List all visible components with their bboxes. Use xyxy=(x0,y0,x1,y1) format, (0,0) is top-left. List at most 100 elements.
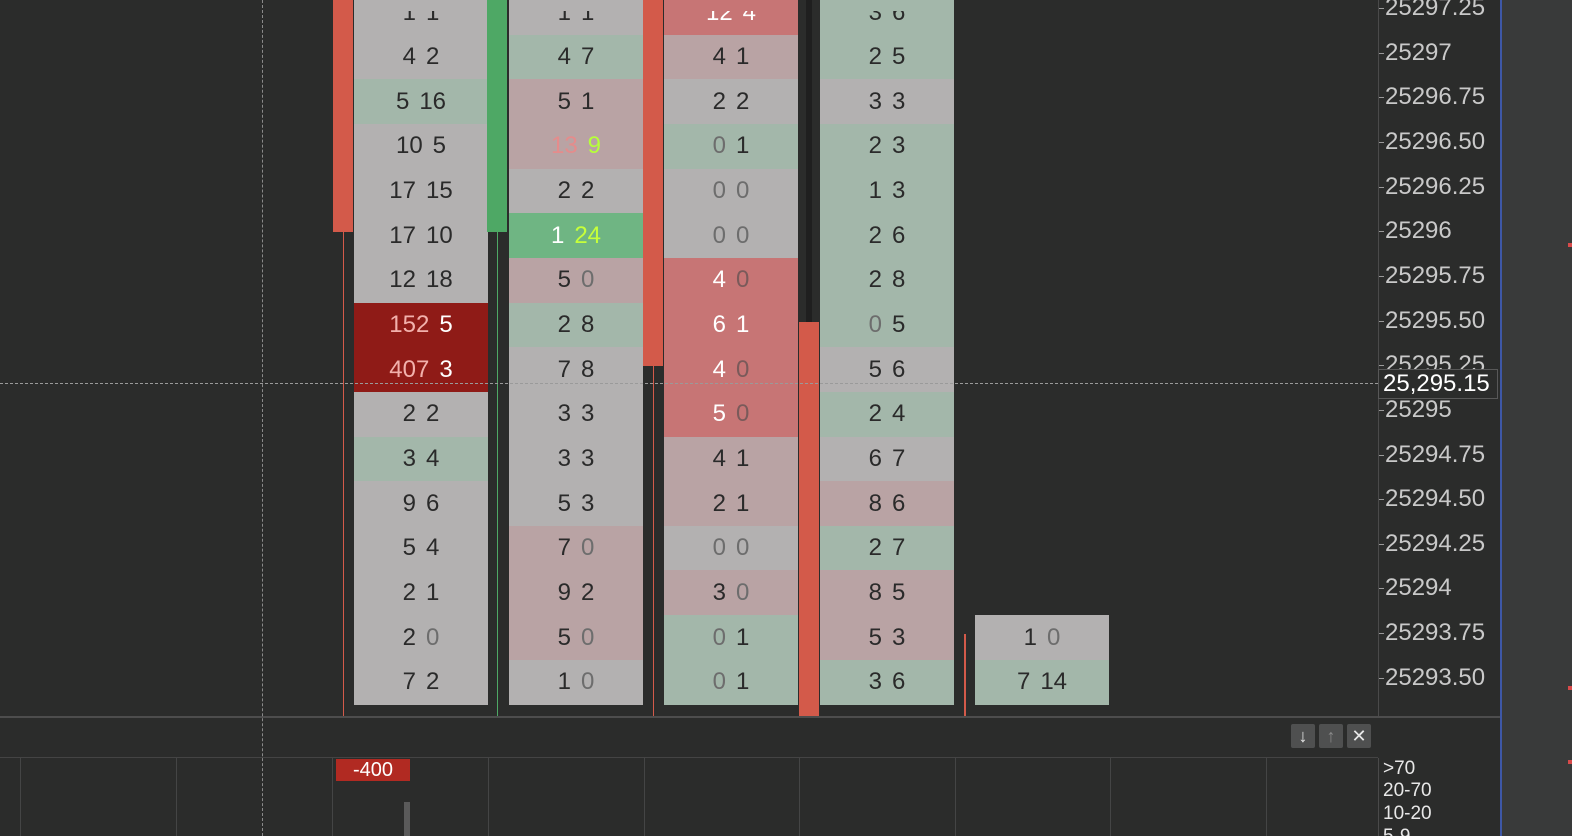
bid-volume: 2 xyxy=(402,578,416,606)
footprint-cell[interactable]: 13 9 xyxy=(509,123,643,169)
arrow-up-icon[interactable]: ↑ xyxy=(1319,724,1343,748)
arrow-down-icon[interactable]: ↓ xyxy=(1291,724,1315,748)
delta-subpane[interactable]: -400 xyxy=(0,758,1378,836)
price-tick: 25296 xyxy=(1379,217,1452,245)
footprint-cell[interactable]: 10 5 xyxy=(354,123,488,169)
footprint-cell[interactable]: 7 14 xyxy=(975,659,1109,705)
grid-line xyxy=(644,758,645,836)
ask-volume: 3 xyxy=(892,623,906,651)
footprint-cell[interactable]: 407 3 xyxy=(354,347,488,393)
footprint-cell[interactable]: 12 18 xyxy=(354,257,488,303)
bid-volume: 0 xyxy=(712,132,726,160)
price-tick: 25295.75 xyxy=(1379,261,1486,289)
footprint-cell[interactable]: 1 24 xyxy=(509,213,643,259)
ask-volume: 7 xyxy=(892,534,906,562)
bid-volume: 10 xyxy=(395,132,423,160)
ask-volume: 2 xyxy=(581,177,595,205)
footprint-cell-clipped xyxy=(820,0,954,11)
bid-volume: 5 xyxy=(868,623,882,651)
bid-volume: 5 xyxy=(557,623,571,651)
ask-volume: 15 xyxy=(426,177,453,205)
footprint-cell[interactable]: 17 15 xyxy=(354,168,488,214)
grid-line xyxy=(332,758,333,836)
bid-volume: 5 xyxy=(395,87,410,115)
bid-volume: 8 xyxy=(868,489,882,517)
bid-volume: 4 xyxy=(402,43,416,71)
candle-body xyxy=(487,0,507,232)
ask-volume: 1 xyxy=(736,132,750,160)
bid-volume: 7 xyxy=(557,534,571,562)
bid-volume: 407 xyxy=(389,355,430,383)
ask-volume: 2 xyxy=(426,400,440,428)
footprint-chart[interactable]: 1 1 4 2 5 16 10 5 17 15 17 10 12 18 152 5 407 3 2 2 3 4 9 6 5 4 2 1… xyxy=(0,0,1378,718)
pane-divider[interactable] xyxy=(0,716,1500,718)
footprint-cell[interactable]: 152 5 xyxy=(354,302,488,348)
price-axis[interactable]: 25297.25 25297 25296.75 25296.50 25296.25 252… xyxy=(1378,0,1500,718)
footprint-cell[interactable]: 17 10 xyxy=(354,213,488,259)
legend-item: 20-70 xyxy=(1383,780,1432,801)
right-scrollbar-strip[interactable] xyxy=(1500,0,1572,836)
ask-volume: 3 xyxy=(581,489,595,517)
footprint-cell[interactable]: 5 16 xyxy=(354,79,488,125)
close-icon[interactable]: ✕ xyxy=(1347,724,1371,748)
candle-body xyxy=(964,634,966,718)
price-tick: 25296.25 xyxy=(1379,172,1486,200)
bid-volume: 2 xyxy=(712,87,726,115)
ask-volume: 8 xyxy=(892,266,906,294)
grid-line xyxy=(799,758,800,836)
bid-volume: 2 xyxy=(868,534,882,562)
